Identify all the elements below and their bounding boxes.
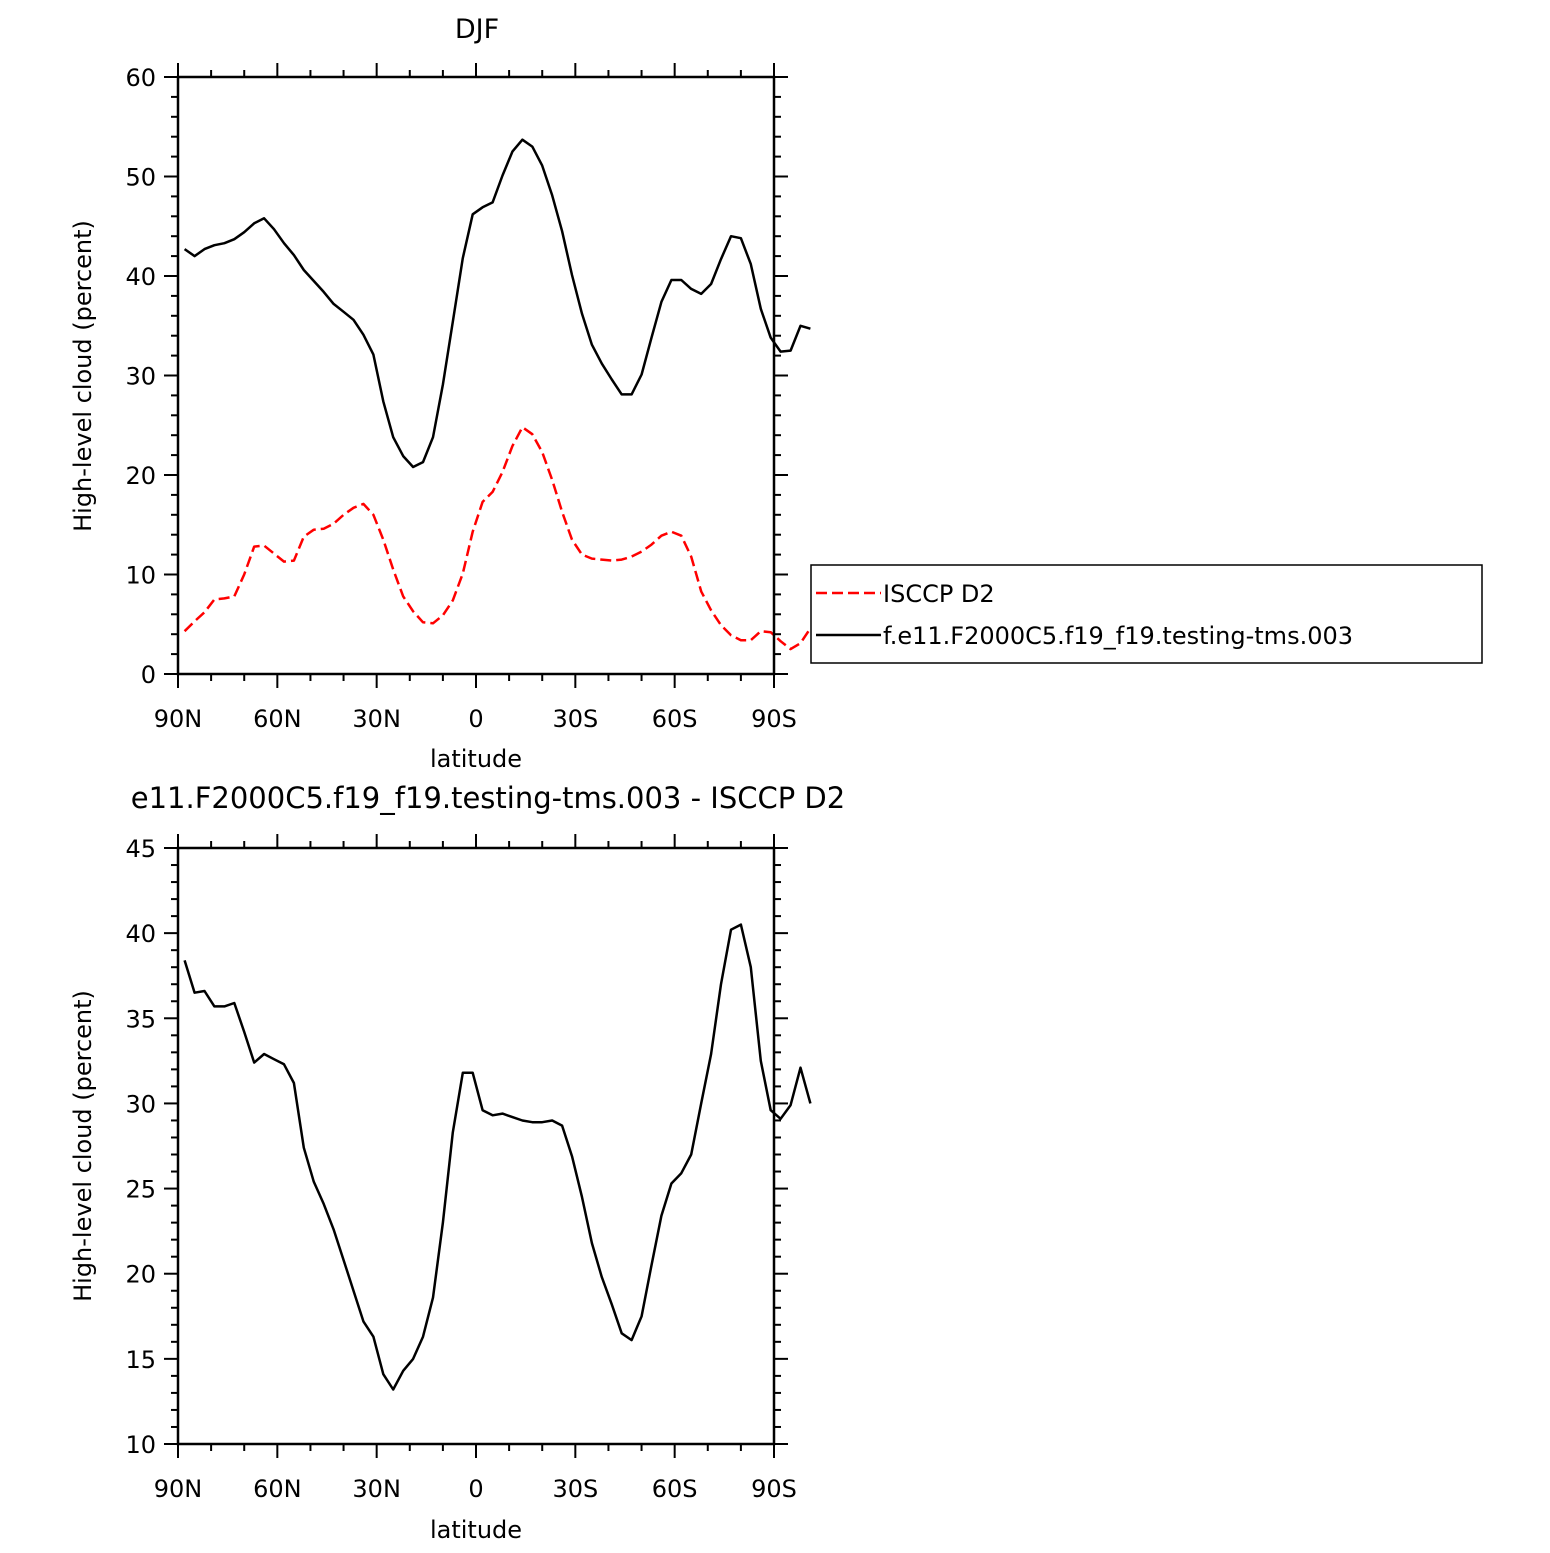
top-axes: 0 10 20 30 40 50 60 90N 60N 30N 0 30S 60S 90S bbox=[125, 63, 797, 733]
top-y-tick-label: 0 bbox=[141, 661, 156, 689]
top-x-tick-label: 90S bbox=[751, 705, 797, 733]
bottom-y-axis-label: High-level cloud (percent) bbox=[69, 990, 97, 1302]
top-plot-frame bbox=[176, 75, 776, 676]
top-panel: DJF 0 10 20 30 40 50 60 90N 60N 30N 0 30S 60S 90S lat… bbox=[69, 14, 1483, 773]
bottom-y-tick-label: 40 bbox=[125, 920, 156, 948]
top-series-group bbox=[183, 138, 812, 651]
top-x-tick-label: 0 bbox=[468, 705, 483, 733]
bottom-x-tick-label: 60S bbox=[652, 1475, 698, 1503]
top-x-axis-label: latitude bbox=[430, 745, 522, 773]
top-y-axis-label: High-level cloud (percent) bbox=[69, 220, 97, 532]
top-y-tick-label: 60 bbox=[125, 64, 156, 92]
top-y-tick-label: 10 bbox=[125, 562, 156, 590]
legend-box bbox=[810, 564, 1483, 664]
legend-label-model: f.e11.F2000C5.f19_f19.testing-tms.003 bbox=[883, 622, 1353, 650]
top-x-tick-label: 60N bbox=[253, 705, 302, 733]
bottom-y-tick-label: 15 bbox=[125, 1346, 156, 1374]
bottom-panel: e11.F2000C5.f19_f19.testing-tms.003 - IS… bbox=[69, 781, 845, 1544]
legend: ISCCP D2 f.e11.F2000C5.f19_f19.testing-t… bbox=[810, 564, 1483, 664]
top-y-tick-label: 30 bbox=[125, 363, 156, 391]
top-y-tick-label: 50 bbox=[125, 164, 156, 192]
top-y-tick-label: 40 bbox=[125, 263, 156, 291]
top-series-isccp-line bbox=[183, 425, 812, 651]
bottom-y-tick-label: 20 bbox=[125, 1261, 156, 1289]
bottom-series-group bbox=[183, 923, 812, 1391]
bottom-y-tick-label: 25 bbox=[125, 1176, 156, 1204]
bottom-y-tick-label: 10 bbox=[125, 1431, 156, 1459]
bottom-y-tick-label: 45 bbox=[125, 835, 156, 863]
bottom-y-tick-label: 35 bbox=[125, 1005, 156, 1033]
legend-label-isccp: ISCCP D2 bbox=[883, 580, 995, 608]
bottom-plot-frame bbox=[176, 846, 776, 1446]
top-x-tick-label: 30N bbox=[352, 705, 401, 733]
bottom-x-tick-label: 30N bbox=[352, 1475, 401, 1503]
bottom-x-axis-label: latitude bbox=[430, 1516, 522, 1544]
bottom-axes: 10 15 20 25 30 35 40 45 90N 60N 30N 0 30S 60S 90S bbox=[125, 834, 797, 1503]
top-series-model-line bbox=[183, 138, 811, 469]
top-x-tick-label: 90N bbox=[154, 705, 203, 733]
bottom-x-tick-label: 60N bbox=[253, 1475, 302, 1503]
bottom-x-tick-label: 0 bbox=[468, 1475, 483, 1503]
bottom-series-difference-line bbox=[183, 923, 812, 1391]
bottom-x-tick-label: 30S bbox=[552, 1475, 598, 1503]
top-x-tick-label: 30S bbox=[552, 705, 598, 733]
bottom-y-tick-label: 30 bbox=[125, 1090, 156, 1118]
bottom-title: e11.F2000C5.f19_f19.testing-tms.003 - IS… bbox=[131, 781, 845, 815]
top-y-tick-label: 20 bbox=[125, 462, 156, 490]
bottom-x-tick-label: 90S bbox=[751, 1475, 797, 1503]
top-title: DJF bbox=[455, 14, 499, 45]
top-x-tick-label: 60S bbox=[652, 705, 698, 733]
bottom-x-tick-label: 90N bbox=[154, 1475, 203, 1503]
